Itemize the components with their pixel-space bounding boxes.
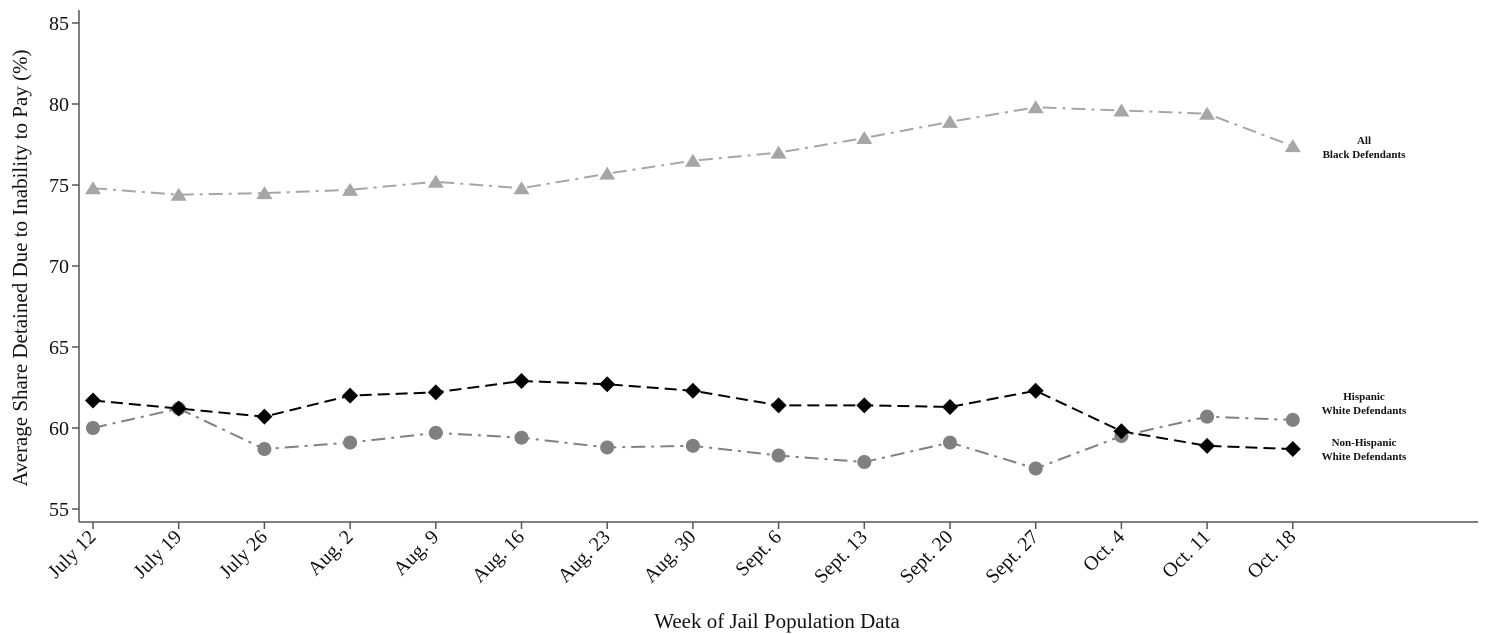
- diamond-marker: [771, 397, 787, 413]
- diamond-marker: [342, 388, 358, 404]
- x-tick-label: July 19: [129, 526, 186, 583]
- y-tick-label: 70: [49, 256, 69, 278]
- series-group: [85, 100, 1301, 200]
- y-tick-label: 80: [49, 94, 69, 116]
- x-tick-label: Aug. 16: [468, 526, 529, 587]
- series-label-text: All: [1357, 135, 1371, 147]
- triangle-marker: [942, 115, 958, 128]
- x-tick-label: Aug. 30: [639, 526, 700, 587]
- triangle-marker: [856, 131, 872, 144]
- triangle-marker: [599, 167, 615, 180]
- x-tick-label: Sept. 27: [981, 526, 1043, 588]
- series-label-text: Non-Hispanic: [1332, 437, 1397, 449]
- diamond-marker: [942, 399, 958, 415]
- y-tick-label: 65: [49, 337, 69, 359]
- circle-marker: [1029, 462, 1043, 476]
- y-tick-label: 85: [49, 13, 69, 35]
- x-tick-label: Sept. 13: [810, 526, 872, 588]
- y-tick-label: 55: [49, 499, 69, 521]
- triangle-marker: [685, 154, 701, 167]
- diamond-marker: [685, 383, 701, 399]
- series-line: [93, 409, 1293, 469]
- circle-marker: [257, 442, 271, 456]
- chart-axes: [79, 10, 1478, 522]
- circle-marker: [1286, 413, 1300, 427]
- diamond-marker: [1199, 438, 1215, 454]
- circle-marker: [943, 436, 957, 450]
- triangle-marker: [1199, 107, 1215, 120]
- series-line: [93, 107, 1293, 194]
- diamond-marker: [428, 384, 444, 400]
- y-tick-label: 60: [49, 418, 69, 440]
- circle-marker: [86, 421, 100, 435]
- triangle-marker: [1285, 139, 1301, 152]
- x-tick-label: Oct. 4: [1079, 526, 1129, 576]
- series-labels: All Black Defendants Hispanic White Defenda…: [1322, 135, 1407, 463]
- diamond-marker: [514, 373, 530, 389]
- diamond-marker: [256, 409, 272, 425]
- x-tick-label: Aug. 9: [389, 526, 443, 580]
- diamond-marker: [171, 401, 187, 417]
- x-axis-ticks: July 12 July 19 July 26 Aug. 2 Aug. 9 Aug. 16…: [44, 522, 1301, 588]
- y-axis-ticks: 55 60 65 70 75 80 85: [49, 13, 79, 521]
- diamond-marker: [856, 397, 872, 413]
- diamond-marker: [1285, 441, 1301, 457]
- series-layer: [85, 100, 1301, 475]
- y-axis-title: Average Share Detained Due to Inability …: [8, 50, 32, 487]
- x-tick-label: July 26: [215, 526, 272, 583]
- series-label-text: Hispanic: [1343, 391, 1385, 403]
- diamond-marker: [599, 376, 615, 392]
- triangle-marker: [1028, 100, 1044, 113]
- triangle-marker: [771, 146, 787, 159]
- x-tick-label: Oct. 11: [1158, 526, 1215, 583]
- x-tick-label: Aug. 23: [554, 526, 615, 587]
- circle-marker: [772, 449, 786, 463]
- circle-marker: [600, 440, 614, 454]
- circle-marker: [1200, 410, 1214, 424]
- circle-marker: [857, 455, 871, 469]
- x-tick-label: Aug. 2: [304, 526, 358, 580]
- circle-marker: [515, 431, 529, 445]
- x-tick-label: July 12: [44, 526, 101, 583]
- diamond-marker: [85, 392, 101, 408]
- y-tick-label: 75: [49, 175, 69, 197]
- series-label-text: Black Defendants: [1323, 149, 1407, 161]
- triangle-marker: [1113, 103, 1129, 116]
- diamond-marker: [1028, 383, 1044, 399]
- x-axis-title: Week of Jail Population Data: [654, 609, 900, 633]
- circle-marker: [686, 439, 700, 453]
- series-label-text: White Defendants: [1322, 451, 1407, 463]
- x-tick-label: Sept. 20: [896, 526, 958, 588]
- series-label-text: White Defendants: [1322, 405, 1407, 417]
- x-tick-label: Oct. 18: [1243, 526, 1300, 583]
- x-tick-label: Sept. 6: [731, 526, 786, 581]
- circle-marker: [429, 426, 443, 440]
- circle-marker: [343, 436, 357, 450]
